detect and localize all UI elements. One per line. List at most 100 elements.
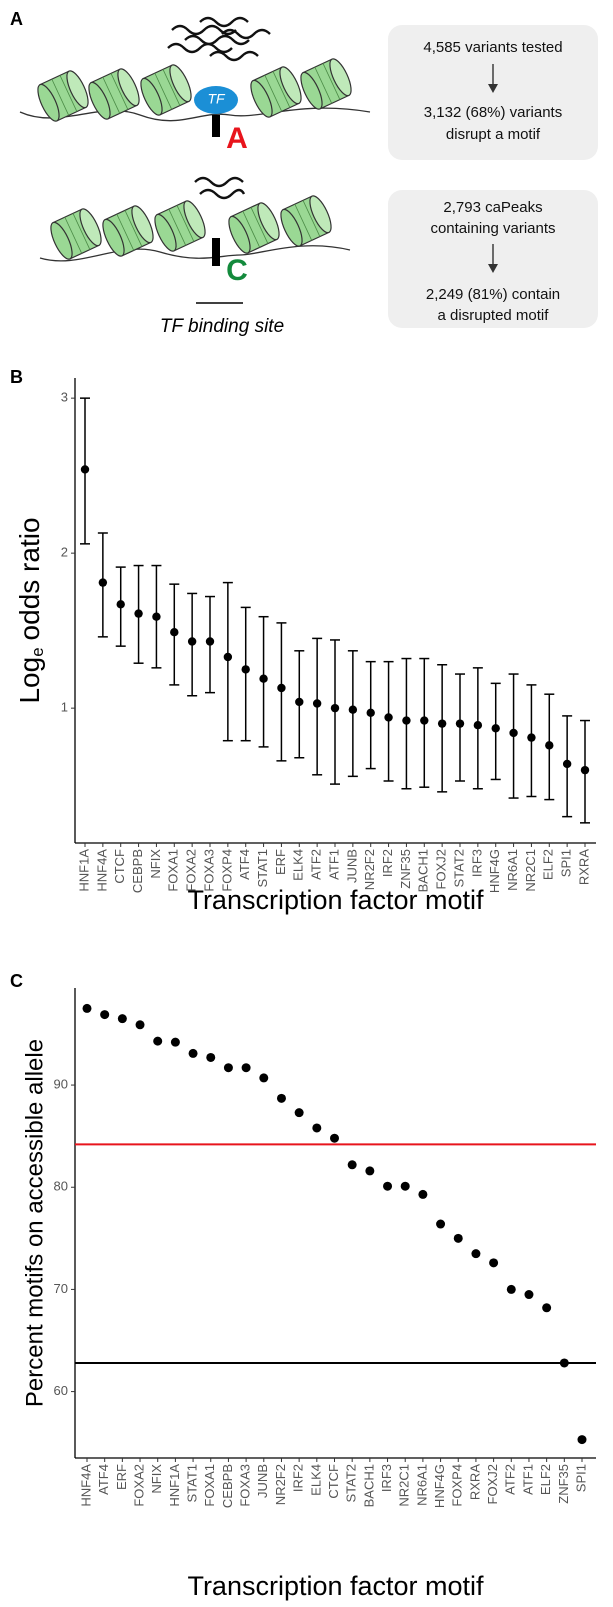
point (506, 1284, 516, 1294)
point (437, 719, 447, 728)
point (559, 1358, 569, 1368)
x-tick-label: CEBPB (130, 849, 145, 893)
y-axis-title: Loge odds ratio (14, 517, 47, 703)
point (473, 721, 483, 730)
x-tick-label: BACH1 (361, 1464, 376, 1507)
point (241, 1063, 251, 1073)
x-tick-label: FOXA1 (166, 849, 181, 892)
nucleosome (136, 61, 196, 119)
point (259, 1073, 269, 1083)
point (383, 1181, 393, 1191)
x-tick-label: NR6A1 (414, 1464, 429, 1506)
x-tick-label: CEBPB (220, 1464, 235, 1508)
y-tick-label: 90 (54, 1077, 68, 1092)
point (223, 652, 233, 662)
x-tick-label: NR2C1 (523, 849, 538, 892)
point (117, 1014, 127, 1024)
point (471, 1249, 481, 1259)
y-tick-label: 70 (54, 1281, 68, 1296)
x-tick-label: JUNB (255, 1464, 270, 1498)
tf-protein (194, 86, 238, 114)
point (348, 705, 358, 714)
point (366, 708, 375, 717)
x-tick-label: FOXJ2 (434, 849, 449, 889)
point (80, 465, 90, 474)
y-axis-title-part: odds ratio (14, 517, 45, 640)
point (135, 1020, 145, 1030)
point (188, 1048, 198, 1058)
y-tick-label: 3 (61, 390, 68, 405)
y-tick-label: 1 (61, 700, 68, 715)
x-tick-label: ATF2 (503, 1464, 518, 1495)
nucleosome (276, 192, 336, 250)
x-tick-label: ELF2 (541, 849, 556, 880)
variant-bar (212, 238, 220, 266)
x-tick-label: ERF (273, 849, 288, 875)
point (295, 697, 304, 707)
x-tick-label: NFIX (149, 1464, 164, 1494)
dna (39, 245, 351, 262)
point (116, 600, 125, 609)
x-tick-label: CTCF (112, 849, 127, 884)
x-tick-label: ZNF35 (556, 1464, 571, 1504)
point (276, 1093, 286, 1103)
nucleosome (150, 197, 210, 255)
point (402, 716, 411, 725)
point (455, 719, 465, 728)
point (312, 1123, 322, 1133)
x-tick-label: ELK4 (308, 1464, 323, 1496)
point (436, 1219, 446, 1229)
x-tick-label: ATF2 (309, 849, 324, 880)
point (206, 1052, 216, 1062)
box-text: containing variants (430, 220, 555, 237)
point (524, 1290, 534, 1300)
x-tick-label: FOXP4 (450, 1464, 465, 1507)
point (223, 1063, 233, 1073)
x-tick-label: HNF1A (76, 849, 91, 892)
point (170, 1037, 180, 1047)
nucleosome (33, 67, 93, 125)
reads (194, 176, 246, 200)
point (134, 609, 143, 618)
x-tick-label: NR6A1 (505, 849, 520, 891)
point (420, 716, 429, 725)
arrow-head (488, 84, 498, 93)
x-tick-label: ATF1 (326, 849, 341, 880)
x-tick-label: STAT1 (255, 849, 270, 888)
nucleosome (98, 202, 158, 260)
x-tick-label: FOXA2 (131, 1464, 146, 1507)
x-tick-label: ATF4 (96, 1464, 111, 1495)
point (152, 612, 161, 621)
point (545, 741, 554, 750)
x-tick-label: IRF2 (380, 849, 395, 877)
x-tick-label: STAT2 (451, 849, 466, 888)
panel-label: C (10, 971, 23, 991)
y-axis-title-part: Log (14, 657, 45, 704)
point (294, 1108, 304, 1118)
point (347, 1160, 357, 1170)
x-tick-label: HNF4A (78, 1464, 93, 1507)
x-tick-label: IRF3 (379, 1464, 394, 1492)
x-tick-label: FOXA3 (201, 849, 216, 892)
x-tick-label: ERF (114, 1464, 129, 1490)
point (241, 665, 250, 674)
arrow-head (488, 264, 498, 273)
point (384, 713, 393, 722)
x-tick-label: NR2F2 (362, 849, 377, 890)
x-tick-label: ATF4 (237, 849, 252, 880)
x-axis-title: Transcription factor motif (187, 1571, 484, 1601)
x-tick-label: IRF2 (291, 1464, 306, 1492)
point (577, 1435, 587, 1445)
y-tick-label: 60 (54, 1383, 68, 1398)
point (527, 733, 536, 742)
x-tick-label: IRF3 (469, 849, 484, 877)
box-text: 3,132 (68%) variants (424, 104, 562, 121)
box-text: 2,793 caPeaks (443, 199, 542, 216)
point (562, 759, 572, 769)
box-text: disrupt a motif (446, 126, 541, 143)
point (365, 1166, 375, 1176)
point (330, 1133, 339, 1143)
point (153, 1036, 163, 1046)
